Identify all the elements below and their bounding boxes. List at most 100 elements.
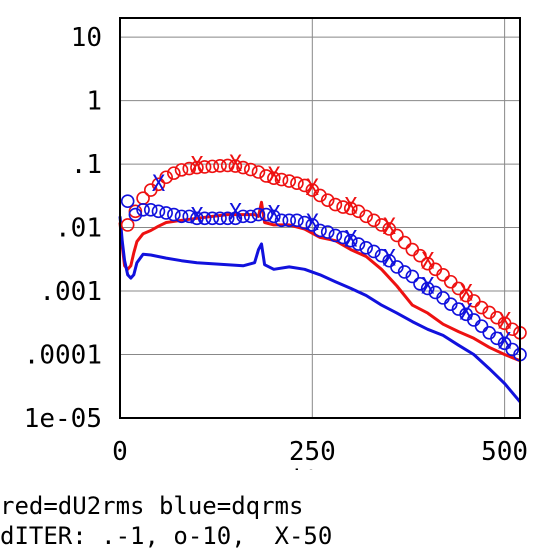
red-circle-point [267, 171, 281, 185]
blue-circle-point [282, 213, 297, 228]
blue-circle-point [213, 211, 227, 226]
blue-circle-point [343, 233, 358, 248]
blue-circle-point [413, 277, 427, 291]
x-tick-label: 500 [481, 437, 528, 467]
blue-circle-point [336, 230, 350, 245]
y-tick-label: .01 [55, 214, 102, 244]
red-circle-point [359, 209, 373, 224]
blue-x-point: X [152, 172, 166, 197]
red-circle-point [343, 201, 358, 216]
blue-circle-point [405, 269, 420, 284]
red-circle-point [413, 248, 427, 263]
red-circle-point [297, 178, 312, 193]
red-o-series [120, 158, 527, 340]
blue-x-point: X [421, 274, 435, 299]
red-circle-point [197, 160, 212, 174]
red-circle-point [290, 176, 304, 190]
red-x-point: X [421, 250, 435, 275]
red-circle-point [182, 161, 197, 176]
red-x-point: X [344, 194, 358, 219]
red-circle-point [251, 165, 266, 179]
red-circle-point [505, 322, 520, 337]
blue-circle-point [128, 207, 143, 222]
red-circle-point [167, 166, 181, 180]
red-x-point: X [267, 164, 281, 189]
red-circle-point [397, 235, 412, 250]
y-tick-label: .001 [39, 277, 102, 307]
red-circle-point [405, 242, 420, 257]
blue-circle-point [236, 209, 250, 224]
red-circle-point [128, 204, 143, 219]
blue-circle-point [190, 211, 204, 226]
blue-circle-point [120, 194, 135, 209]
blue-x-point: X [460, 300, 474, 325]
blue-circle-point [267, 209, 281, 224]
blue-x-point: X [267, 202, 281, 227]
red-circle-point [313, 188, 327, 203]
blue-circle-point [443, 297, 458, 312]
red-x-point: X [383, 215, 397, 240]
plot-frame [119, 17, 521, 419]
blue-circle-point [159, 206, 173, 220]
red-circle-point [320, 193, 335, 207]
x-tick-labels: 0 250 500 [112, 437, 528, 467]
red-x-point: X [460, 282, 474, 307]
blue-series-line [118, 216, 522, 403]
legend-caption-line-1: red=dU2rms blue=dqrms [0, 492, 304, 520]
legend-caption-line-2: dITER: .-1, o-10, X-50 [0, 522, 333, 550]
blue-circle-point [197, 211, 212, 226]
red-series-line [118, 200, 521, 363]
blue-circle-point [143, 203, 158, 217]
blue-x-point: X [229, 201, 243, 226]
red-circle-point [259, 169, 273, 183]
blue-circle-point [474, 319, 489, 333]
blue-circle-point [359, 240, 373, 255]
blue-circle-point [313, 223, 327, 238]
red-circle-point [174, 163, 189, 177]
red-circle-point [228, 159, 243, 173]
y-tick-label: .1 [71, 150, 102, 180]
blue-circle-point [297, 215, 312, 230]
red-circle-point [367, 213, 381, 228]
red-x-point: X [229, 152, 243, 177]
blue-circle-point [251, 207, 266, 222]
y-tick-label: .0001 [24, 341, 102, 371]
blue-circle-point [243, 209, 258, 224]
blue-circle-point [167, 207, 181, 222]
red-circle-point [190, 160, 204, 175]
red-circle-point [159, 170, 173, 185]
blue-circle-point [136, 203, 150, 217]
x-tick-label: 0 [112, 437, 128, 467]
red-circle-point [151, 177, 166, 192]
red-circle-point [436, 268, 450, 282]
red-x-point: X [306, 176, 320, 201]
blue-x-point: X [498, 329, 512, 354]
red-line-series [118, 200, 521, 363]
blue-line-series [118, 216, 522, 403]
red-circle-point [467, 294, 481, 308]
red-circle-point [336, 200, 350, 214]
blue-circle-point [220, 211, 235, 226]
blue-circle-point [205, 211, 220, 226]
red-circle-point [328, 197, 343, 212]
blue-x-point: X [344, 228, 358, 253]
grid-lines [119, 18, 520, 419]
blue-x-point: X [383, 247, 397, 272]
red-circle-point [443, 274, 458, 289]
blue-circle-point [274, 213, 289, 228]
red-x-point: X [498, 309, 512, 334]
red-circle-point [282, 174, 297, 188]
red-circle-point [474, 300, 489, 315]
y-tick-labels: 10 1 .1 .01 .001 .0001 1e-05 [24, 23, 102, 434]
blue-circle-point [420, 281, 435, 296]
red-circle-point [120, 218, 135, 232]
blue-circle-point [320, 225, 335, 239]
x-axis-label: iter [289, 465, 352, 470]
x-tick-label: 250 [289, 437, 336, 467]
red-circle-point [243, 162, 258, 177]
y-tick-label: 1e-05 [24, 404, 102, 434]
red-circle-point [213, 158, 227, 173]
